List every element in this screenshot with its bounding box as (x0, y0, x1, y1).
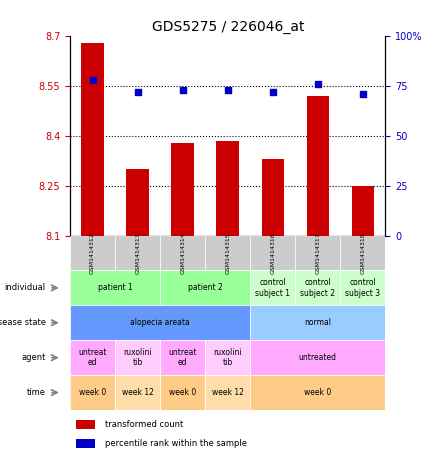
Text: percentile rank within the sample: percentile rank within the sample (105, 439, 247, 448)
Text: agent: agent (21, 353, 46, 362)
Point (89, 77, 96, 84)
Text: week 0: week 0 (304, 388, 332, 397)
FancyBboxPatch shape (205, 236, 250, 270)
FancyBboxPatch shape (295, 270, 340, 305)
Text: transformed count: transformed count (105, 420, 183, 429)
Text: GSM1414316: GSM1414316 (270, 232, 276, 274)
FancyBboxPatch shape (250, 305, 385, 340)
FancyBboxPatch shape (70, 270, 160, 305)
FancyBboxPatch shape (160, 340, 205, 375)
Bar (352, 186, 374, 236)
Text: GSM1414317: GSM1414317 (315, 232, 320, 274)
FancyBboxPatch shape (160, 270, 250, 305)
Text: ruxolini
tib: ruxolini tib (124, 348, 152, 367)
FancyBboxPatch shape (160, 375, 205, 410)
FancyBboxPatch shape (250, 375, 385, 410)
Text: disease state: disease state (0, 318, 46, 327)
FancyBboxPatch shape (115, 375, 160, 410)
Text: untreated: untreated (299, 353, 337, 362)
Text: individual: individual (4, 284, 46, 292)
Text: week 12: week 12 (212, 388, 244, 397)
Title: GDS5275 / 226046_at: GDS5275 / 226046_at (152, 20, 304, 34)
FancyBboxPatch shape (70, 305, 250, 340)
Bar (171, 143, 194, 236)
FancyBboxPatch shape (250, 340, 385, 375)
Bar (81, 43, 104, 236)
Bar (261, 159, 284, 236)
Point (224, 87, 231, 94)
FancyBboxPatch shape (295, 236, 340, 270)
FancyBboxPatch shape (250, 236, 295, 270)
Text: GSM1414313: GSM1414313 (135, 232, 140, 274)
Text: GSM1414315: GSM1414315 (225, 232, 230, 274)
FancyBboxPatch shape (115, 340, 160, 375)
Point (314, 81, 321, 88)
Text: week 12: week 12 (122, 388, 154, 397)
Point (179, 87, 186, 94)
Text: normal: normal (304, 318, 332, 327)
FancyBboxPatch shape (70, 236, 115, 270)
Bar (76, 419, 95, 429)
Text: untreat
ed: untreat ed (169, 348, 197, 367)
FancyBboxPatch shape (205, 340, 250, 375)
Text: untreat
ed: untreat ed (78, 348, 107, 367)
FancyBboxPatch shape (70, 375, 115, 410)
FancyBboxPatch shape (115, 236, 160, 270)
Text: patient 1: patient 1 (98, 284, 133, 292)
FancyBboxPatch shape (70, 340, 115, 375)
FancyBboxPatch shape (340, 270, 385, 305)
FancyBboxPatch shape (160, 236, 205, 270)
Point (134, 88, 141, 96)
FancyBboxPatch shape (340, 236, 385, 270)
Text: week 0: week 0 (79, 388, 106, 397)
Text: alopecia areata: alopecia areata (131, 318, 190, 327)
Text: control
subject 2: control subject 2 (300, 278, 336, 298)
Point (269, 88, 276, 96)
Bar (307, 96, 329, 236)
Text: time: time (27, 388, 46, 397)
Text: control
subject 1: control subject 1 (255, 278, 290, 298)
Text: control
subject 3: control subject 3 (345, 278, 381, 298)
Point (360, 91, 367, 98)
FancyBboxPatch shape (205, 375, 250, 410)
Text: patient 2: patient 2 (188, 284, 223, 292)
Text: GSM1414312: GSM1414312 (90, 232, 95, 274)
FancyBboxPatch shape (250, 270, 295, 305)
Bar (76, 439, 95, 448)
Bar (127, 169, 149, 236)
Bar (216, 141, 239, 236)
Text: week 0: week 0 (169, 388, 196, 397)
Text: ruxolini
tib: ruxolini tib (213, 348, 242, 367)
Text: GSM1414314: GSM1414314 (180, 232, 185, 274)
Text: GSM1414318: GSM1414318 (360, 232, 365, 274)
